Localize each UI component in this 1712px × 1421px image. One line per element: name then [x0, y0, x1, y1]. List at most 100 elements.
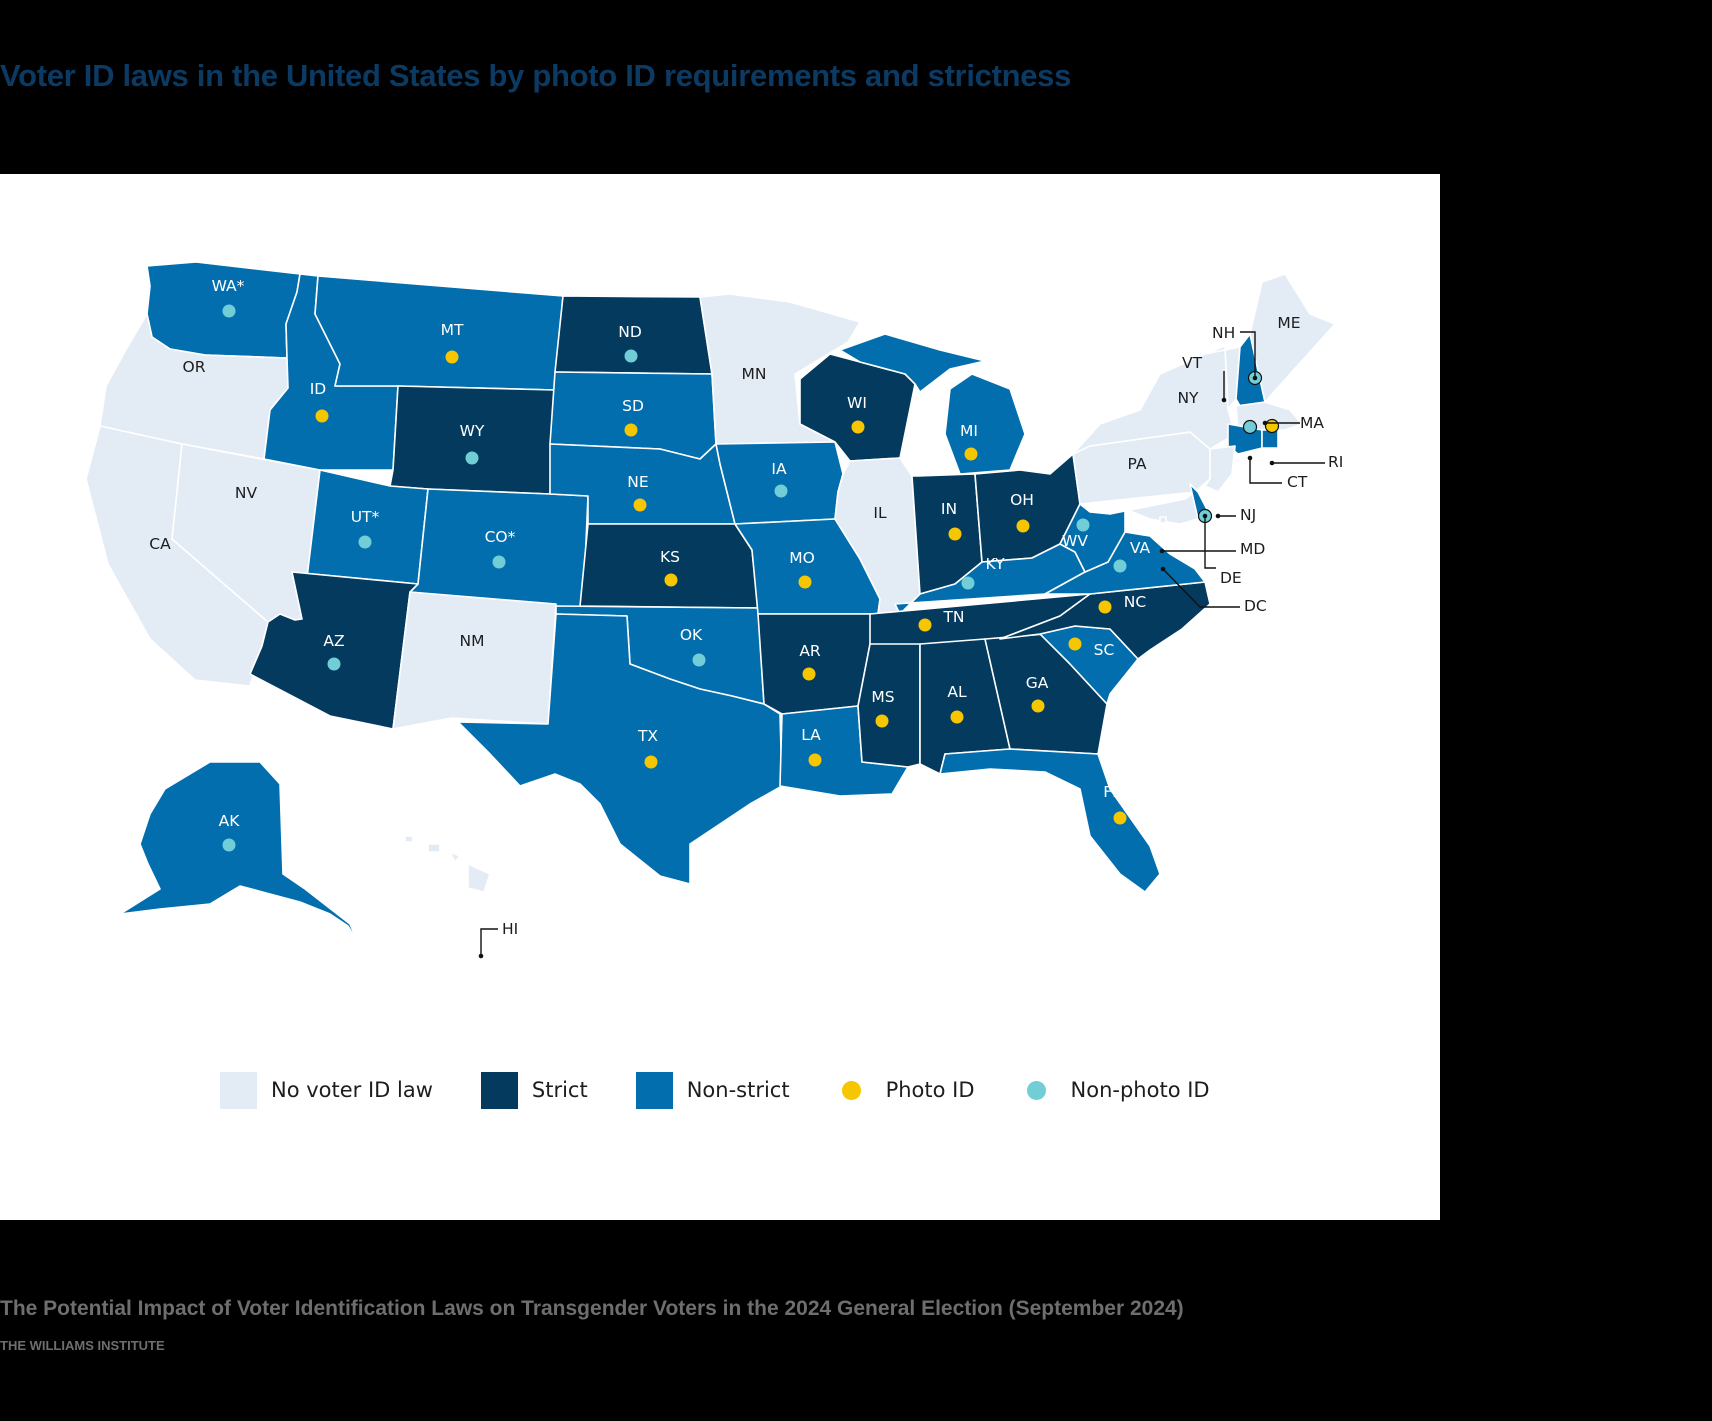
photo-id-dot-ri	[1264, 418, 1280, 434]
nonphoto-id-dot-ia	[774, 484, 788, 498]
photo-id-dot-wi	[851, 420, 865, 434]
nonphoto-id-dot-ok	[692, 653, 706, 667]
legend-none: No voter ID law	[220, 1071, 433, 1109]
state-ny[interactable]	[1072, 345, 1236, 455]
state-ak[interactable]	[119, 761, 359, 943]
map-title: Voter ID laws in the United States by ph…	[0, 58, 1072, 93]
state-label-ms: MS	[871, 688, 894, 706]
state-nj[interactable]	[1204, 445, 1236, 493]
state-label-wv: WV	[1062, 532, 1088, 550]
state-label-or: OR	[183, 358, 206, 376]
photo-id-dot-ne	[633, 498, 647, 512]
state-vt[interactable]	[1204, 345, 1241, 410]
state-mi[interactable]	[839, 333, 1026, 475]
callout-point-ct	[1247, 455, 1253, 461]
state-label-vt: VT	[1182, 354, 1203, 372]
nonphoto-id-dot-ut	[358, 535, 372, 549]
state-label-sc: SC	[1094, 641, 1115, 659]
legend-strict-swatch	[480, 1071, 518, 1109]
state-ks[interactable]	[579, 523, 759, 609]
nonphoto-id-dot-co	[492, 555, 506, 569]
legend-photo-label: Photo ID	[885, 1078, 975, 1102]
state-label-id: ID	[310, 380, 327, 398]
state-label-ar: AR	[799, 642, 821, 660]
state-label-nv: NV	[235, 484, 258, 502]
state-label-ga: GA	[1026, 674, 1049, 692]
callout-line-ct	[1249, 458, 1282, 484]
state-hi[interactable]	[404, 835, 491, 893]
legend-strict: Strict	[480, 1071, 588, 1109]
state-me[interactable]	[1249, 273, 1336, 403]
legend-photo: Photo ID	[838, 1078, 975, 1102]
state-label-tx: TX	[637, 727, 658, 745]
state-mt[interactable]	[314, 275, 564, 391]
state-label-dc: DC	[1244, 597, 1267, 615]
state-label-ut: UT*	[351, 508, 380, 526]
legend-nonphoto-label: Non-photo ID	[1070, 1078, 1210, 1102]
state-label-mo: MO	[789, 549, 815, 567]
state-label-ia: IA	[771, 460, 787, 478]
state-label-az: AZ	[323, 632, 344, 650]
state-dc[interactable]	[1159, 516, 1167, 524]
state-label-nj: NJ	[1240, 506, 1256, 524]
state-label-tn: TN	[942, 608, 964, 626]
state-wv[interactable]	[1059, 503, 1126, 573]
state-label-ky: KY	[985, 555, 1005, 573]
photo-id-dot-tx	[644, 755, 658, 769]
nonphoto-id-dot-wy	[465, 451, 479, 465]
state-az[interactable]	[249, 571, 419, 730]
state-label-md: MD	[1240, 540, 1265, 558]
state-co[interactable]	[409, 488, 589, 612]
state-mn[interactable]	[699, 293, 861, 445]
photo-id-dot-id	[315, 409, 329, 423]
state-fl[interactable]	[939, 748, 1161, 893]
state-nm[interactable]	[392, 591, 557, 730]
state-label-me: ME	[1277, 314, 1300, 332]
photo-id-dot-nc	[1098, 600, 1112, 614]
callout-point-hi	[478, 953, 484, 959]
state-label-oh: OH	[1010, 491, 1034, 509]
source-citation: The Potential Impact of Voter Identifica…	[0, 1297, 1184, 1320]
state-label-ca: CA	[149, 535, 171, 553]
callout-point-de	[1202, 513, 1208, 519]
state-ia[interactable]	[715, 441, 844, 525]
state-label-ct: CT	[1287, 473, 1308, 491]
photo-id-dot-ga	[1031, 699, 1045, 713]
state-il[interactable]	[834, 457, 921, 615]
state-label-va: VA	[1130, 539, 1151, 557]
state-label-ma: MA	[1300, 414, 1324, 432]
state-label-mn: MN	[742, 365, 767, 383]
state-label-co: CO*	[485, 528, 516, 546]
legend-none-swatch	[220, 1071, 257, 1109]
id-markers	[222, 304, 1280, 852]
photo-id-dot-ks	[664, 573, 678, 587]
state-tx[interactable]	[457, 613, 783, 885]
callout-line-nh	[1240, 331, 1256, 378]
nonphoto-id-dot-ct	[1242, 419, 1258, 435]
state-label-in: IN	[941, 500, 957, 518]
map-panel: WA* OR CA NV ID MT WY UT* CO* AZ NM ND SD NE KS OK TX MN I…	[0, 174, 1440, 1220]
legend-nonstrict-label: Non-strict	[686, 1078, 790, 1102]
legend-nonphoto-dot	[1026, 1080, 1046, 1100]
state-labels: WA* OR CA NV ID MT WY UT* CO* AZ NM ND SD NE KS OK TX MN I…	[149, 277, 1343, 938]
state-label-mt: MT	[441, 321, 464, 339]
photo-id-dot-sd	[624, 423, 638, 437]
state-wi[interactable]	[799, 353, 916, 462]
state-label-nc: NC	[1124, 593, 1146, 611]
state-label-sd: SD	[622, 397, 644, 415]
state-label-pa: PA	[1128, 455, 1147, 473]
legend-strict-label: Strict	[531, 1078, 588, 1102]
state-label-al: AL	[947, 683, 967, 701]
state-label-ak: AK	[219, 812, 241, 830]
nonphoto-id-dot-az	[327, 657, 341, 671]
callout-point-vt	[1221, 397, 1227, 403]
state-md[interactable]	[1109, 491, 1199, 525]
photo-id-dot-ar	[802, 667, 816, 681]
state-wy[interactable]	[389, 385, 556, 495]
photo-id-dot-fl	[1113, 811, 1127, 825]
state-label-nh: NH	[1212, 324, 1235, 342]
state-label-hi: HI	[502, 920, 518, 938]
state-label-mi: MI	[960, 422, 978, 440]
callout-point-dc	[1160, 566, 1166, 572]
state-nc[interactable]	[999, 581, 1211, 660]
